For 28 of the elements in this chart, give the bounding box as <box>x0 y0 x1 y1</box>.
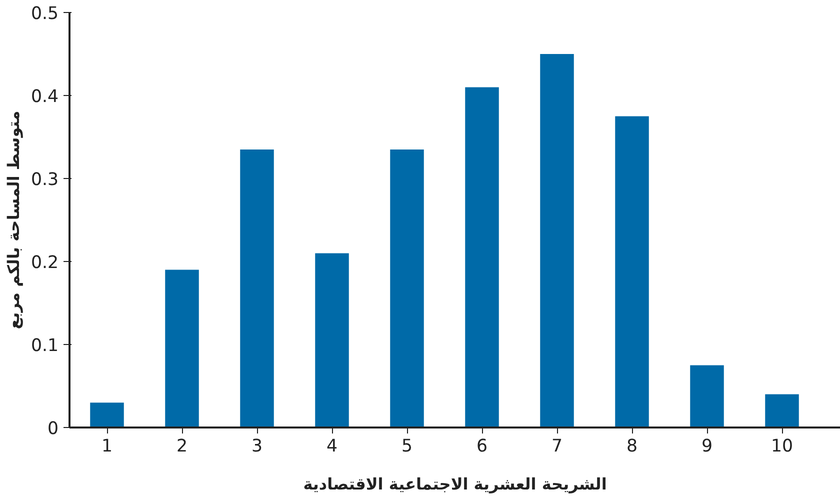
x-tick-label: 1 <box>101 436 113 456</box>
bar <box>465 87 499 428</box>
bar <box>765 394 799 428</box>
bar <box>390 149 424 428</box>
bar <box>315 253 349 428</box>
x-tick-label: 9 <box>701 436 713 456</box>
x-tick-label: 5 <box>401 436 413 456</box>
x-tick-label: 6 <box>476 436 488 456</box>
y-tick-label: 0.2 <box>30 253 59 273</box>
y-tick-label: 0.4 <box>30 87 59 107</box>
bar <box>690 365 724 428</box>
bar <box>90 402 124 428</box>
y-tick-label: 0.3 <box>30 170 59 190</box>
bar <box>165 270 199 428</box>
x-tick-label: 8 <box>626 436 638 456</box>
bar <box>615 116 649 428</box>
x-axis-title: الشريحة العشرية الاجتماعية الاقتصادية <box>303 474 607 494</box>
x-tick-label: 3 <box>251 436 263 456</box>
x-tick-label: 10 <box>770 436 794 456</box>
bar <box>240 149 274 428</box>
x-tick-label: 4 <box>326 436 338 456</box>
y-tick-label: 0.5 <box>30 4 59 24</box>
y-tick-label: 0 <box>47 419 59 439</box>
y-tick-label: 0.1 <box>30 336 59 356</box>
y-axis-title: متوسط المساحة بالكم مربع <box>4 110 23 330</box>
bar <box>540 54 574 428</box>
x-tick-label: 7 <box>551 436 563 456</box>
x-tick-label: 2 <box>176 436 188 456</box>
